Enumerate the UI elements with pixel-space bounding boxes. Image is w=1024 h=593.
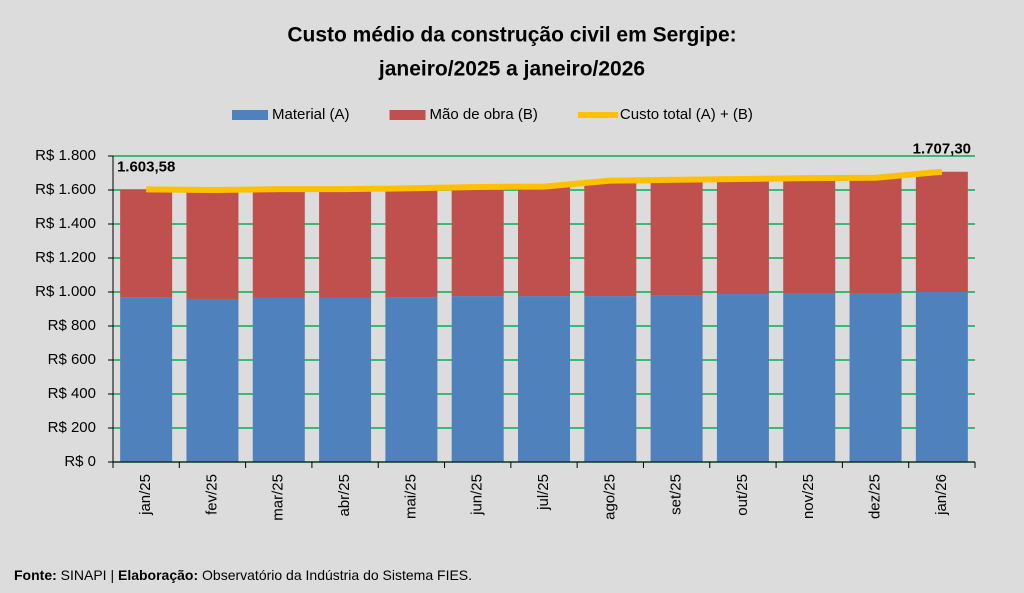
x-tick-label: dez/25 (867, 474, 884, 519)
bar (716, 294, 769, 462)
bar (650, 179, 703, 296)
bar (849, 177, 902, 294)
x-tick-label: abr/25 (336, 474, 353, 517)
line (146, 168, 943, 193)
legend-swatch (232, 110, 268, 120)
data-label: 1.707,30 (913, 141, 971, 158)
bar (584, 180, 637, 297)
bar (319, 189, 372, 298)
chart-title: janeiro/2025 a janeiro/2026 (378, 58, 645, 81)
x-tick-label: jul/25 (535, 474, 552, 511)
y-tick-label: R$ 1.200 (35, 249, 96, 266)
bar (915, 292, 968, 462)
source: Fonte: SINAPI | Elaboração: Observatório… (14, 567, 472, 583)
bar (783, 178, 836, 294)
bar (252, 297, 305, 462)
source-label: Elaboração: (118, 567, 198, 583)
bar (584, 296, 637, 462)
y-tick-label: R$ 600 (48, 351, 96, 368)
bar (849, 293, 902, 462)
x-tick-label: ago/25 (601, 474, 618, 520)
y-tick-label: R$ 400 (48, 385, 96, 402)
legend-label: Material (A) (272, 106, 350, 123)
x-tick-label: set/25 (668, 474, 685, 515)
bar (120, 297, 173, 462)
y-tick-label: R$ 1.800 (35, 147, 96, 164)
y-tick-label: R$ 0 (64, 453, 96, 470)
bar (319, 297, 372, 462)
y-tick-label: R$ 1.400 (35, 215, 96, 232)
x-tick-label: jun/25 (469, 474, 486, 516)
x-tick-label: mar/25 (270, 474, 287, 521)
y-tick-label: R$ 1.000 (35, 283, 96, 300)
bar (120, 189, 173, 298)
bar (716, 178, 769, 295)
source-text: Observatório da Indústria do Sistema FIE… (202, 567, 472, 583)
bar (385, 188, 438, 298)
bar (518, 186, 570, 297)
x-tick-label: nov/25 (800, 474, 817, 519)
bar (451, 296, 504, 462)
y-tick-label: R$ 1.600 (35, 181, 96, 198)
y-tick-label: R$ 200 (48, 419, 96, 436)
legend-label: Mão de obra (B) (430, 106, 538, 123)
x-tick-label: mai/25 (402, 474, 419, 519)
data-label: 1.603,58 (117, 158, 175, 175)
bar (518, 296, 570, 462)
legend-label: Custo total (A) + (B) (620, 106, 753, 123)
x-tick-label: fev/25 (203, 474, 220, 515)
bar (915, 171, 968, 292)
x-tick-label: jan/26 (933, 474, 950, 516)
bar (252, 189, 305, 298)
chart-title: Custo médio da construção civil em Sergi… (287, 24, 736, 47)
x-tick-label: out/25 (734, 474, 751, 516)
bar (385, 297, 438, 462)
bar (186, 298, 239, 462)
source-text: SINAPI | (61, 567, 114, 583)
bar (650, 295, 703, 462)
bar (783, 293, 836, 462)
x-tick-label: jan/25 (137, 474, 154, 516)
bar (186, 190, 239, 299)
legend-swatch (389, 110, 426, 120)
bar (451, 186, 504, 297)
source-label: Fonte: (14, 567, 57, 583)
y-tick-label: R$ 800 (48, 317, 96, 334)
